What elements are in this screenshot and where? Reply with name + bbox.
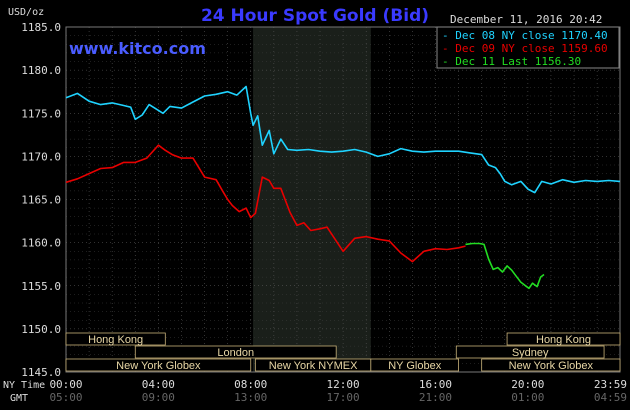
session-label: New York NYMEX <box>269 360 358 372</box>
session-label: Hong Kong <box>88 334 143 346</box>
site-watermark: www.kitco.com <box>69 39 206 58</box>
series-lines <box>65 85 621 290</box>
session-box <box>481 358 621 372</box>
series-line-2 <box>65 144 466 263</box>
nymex-hours-highlight <box>253 27 371 372</box>
session-label: New York Globex <box>116 360 201 372</box>
x-row-label-ny: NY Time <box>3 380 45 391</box>
legend-box <box>436 26 620 69</box>
session-label: NY Globex <box>388 360 441 372</box>
session-label: Sydney <box>512 347 549 359</box>
x-tick-label-ny: 12:00 <box>327 378 360 391</box>
x-tick-label-gmt: 09:00 <box>142 391 175 404</box>
session-box <box>506 332 621 346</box>
y-tick-label: 1175.0 <box>21 107 61 120</box>
chart-title: 24 Hour Spot Gold (Bid) <box>201 6 429 26</box>
y-tick-label: 1155.0 <box>21 280 61 293</box>
session-box <box>455 345 605 359</box>
legend-entry-3: - Dec 11 Last 1156.30 <box>442 55 581 68</box>
plot-border <box>65 26 621 373</box>
legend-entry-1: - Dec 08 NY close 1170.40 <box>442 29 608 42</box>
grid-lines <box>65 26 621 373</box>
y-tick-label: 1165.0 <box>21 194 61 207</box>
y-axis-label: USD/oz <box>8 7 44 18</box>
y-tick-label: 1185.0 <box>21 21 61 34</box>
session-box <box>370 358 459 372</box>
trading-sessions: Hong Kong London New York Globex New York N… <box>65 332 621 372</box>
x-tick-label-gmt: 17:00 <box>327 391 360 404</box>
x-row-label-gmt: GMT <box>10 393 28 404</box>
series-line-3 <box>465 242 545 290</box>
y-tick-label: 1145.0 <box>21 366 61 379</box>
session-label: London <box>217 347 254 359</box>
x-tick-label-gmt: 01:00 <box>511 391 544 404</box>
x-tick-label-ny: 04:00 <box>142 378 175 391</box>
x-tick-label-ny: 20:00 <box>511 378 544 391</box>
session-box <box>134 345 337 359</box>
x-tick-label-gmt: 21:00 <box>419 391 452 404</box>
session-box <box>65 358 252 372</box>
session-box <box>65 332 166 346</box>
legend: - Dec 08 NY close 1170.40- Dec 09 NY clo… <box>436 26 620 69</box>
x-tick-label-gmt: 13:00 <box>234 391 267 404</box>
x-tick-label-ny: 16:00 <box>419 378 452 391</box>
series-line-1 <box>65 85 621 194</box>
y-tick-label: 1180.0 <box>21 64 61 77</box>
session-label: Hong Kong <box>536 334 591 346</box>
y-tick-label: 1160.0 <box>21 237 61 250</box>
x-tick-label-ny: 08:00 <box>234 378 267 391</box>
legend-entry-2: - Dec 09 NY close 1159.60 <box>442 42 608 55</box>
session-label: New York Globex <box>509 360 594 372</box>
x-tick-label-gmt: 05:00 <box>49 391 82 404</box>
x-tick-label-ny: 23:59 <box>594 378 627 391</box>
x-tick-label-gmt: 04:59 <box>594 391 627 404</box>
y-tick-label: 1150.0 <box>21 323 61 336</box>
chart-date: December 11, 2016 20:42 <box>450 13 602 26</box>
y-axis-tick-labels: 1185.0 1180.0 1175.0 1170.0 1165.0 1160.0 1155… <box>21 21 61 379</box>
x-tick-label-ny: 00:00 <box>49 378 82 391</box>
y-tick-label: 1170.0 <box>21 150 61 163</box>
